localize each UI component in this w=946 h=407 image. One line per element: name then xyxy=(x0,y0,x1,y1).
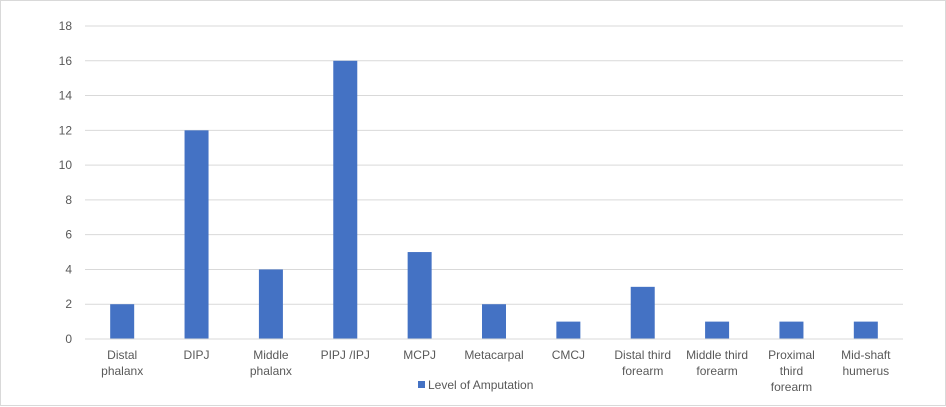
x-tick-label: Middle phalanx xyxy=(250,348,292,378)
legend-swatch xyxy=(418,381,425,388)
bar xyxy=(630,286,655,339)
bar xyxy=(853,321,878,339)
y-tick-label: 8 xyxy=(65,193,72,207)
gridlines xyxy=(85,25,903,305)
x-tick-label: Metacarpal xyxy=(464,348,523,362)
y-tick-label: 10 xyxy=(59,158,73,172)
x-tick-label: Distal phalanx xyxy=(101,348,143,378)
x-tick-label-line: Distal third xyxy=(614,348,671,362)
x-tick-label-line: forearm xyxy=(696,364,737,378)
x-tick-label: Middle third forearm xyxy=(686,348,748,378)
x-tick-label-line: Middle third xyxy=(686,348,748,362)
y-tick-label: 14 xyxy=(59,89,73,103)
y-tick-label: 2 xyxy=(65,297,72,311)
x-tick-label: Mid-shaft humerus xyxy=(841,348,891,378)
y-tick-label: 18 xyxy=(59,19,73,33)
x-tick-label-line: forearm xyxy=(622,364,663,378)
bar xyxy=(407,252,432,339)
bar xyxy=(556,321,581,339)
y-tick-label: 12 xyxy=(59,123,73,137)
x-tick-label-line: third xyxy=(780,364,803,378)
x-tick-label-line: phalanx xyxy=(250,364,292,378)
bars xyxy=(110,60,878,340)
x-tick-label: MCPJ xyxy=(403,348,436,362)
x-tick-label: Distal third forearm xyxy=(614,348,671,378)
bar xyxy=(779,321,804,339)
y-tick-label: 16 xyxy=(59,54,73,68)
x-tick-label-line: Mid-shaft xyxy=(841,348,891,362)
x-tick-label-line: MCPJ xyxy=(403,348,436,362)
y-tick-label: 4 xyxy=(65,262,72,276)
y-tick-label: 6 xyxy=(65,228,72,242)
x-tick-label: PIPJ /IPJ xyxy=(321,348,370,362)
legend-label: Level of Amputation xyxy=(428,378,533,392)
bar xyxy=(333,60,358,340)
bar xyxy=(110,304,135,339)
bar xyxy=(705,321,730,339)
x-tick-label-line: DIPJ xyxy=(184,348,210,362)
x-tick-label-line: Distal xyxy=(107,348,137,362)
x-tick-label-line: Metacarpal xyxy=(464,348,523,362)
x-tick-label-line: CMCJ xyxy=(552,348,585,362)
x-tick-label-line: forearm xyxy=(771,380,812,394)
bar xyxy=(258,269,283,339)
y-tick-label: 0 xyxy=(65,332,72,346)
legend: Level of Amputation xyxy=(418,378,533,392)
y-axis-ticks: 0 2 4 6 8 10 12 14 16 18 xyxy=(59,19,73,346)
x-tick-label-line: Middle xyxy=(253,348,289,362)
bar xyxy=(482,304,506,339)
x-tick-label-line: phalanx xyxy=(101,364,143,378)
x-tick-label-line: humerus xyxy=(842,364,889,378)
x-tick-label: Proximal third forearm xyxy=(768,348,815,394)
x-tick-label-line: PIPJ /IPJ xyxy=(321,348,370,362)
bar xyxy=(184,130,209,339)
x-tick-label: CMCJ xyxy=(552,348,585,362)
x-axis-labels: Distal phalanx DIPJ Middle phalanx PIPJ /IPJ M… xyxy=(101,348,891,394)
x-tick-label-line: Proximal xyxy=(768,348,815,362)
x-tick-label: DIPJ xyxy=(184,348,210,362)
